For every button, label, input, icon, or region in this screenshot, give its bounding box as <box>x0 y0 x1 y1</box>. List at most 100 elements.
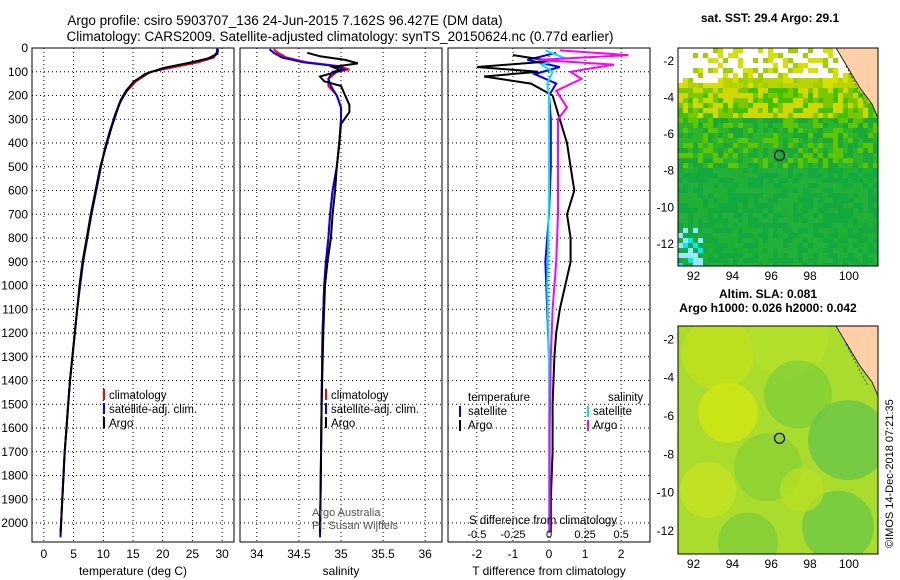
x-axis-label: temperature (deg C) <box>79 564 187 578</box>
y-tick-label: 1600 <box>1 421 28 435</box>
profile-panel-2: 34 34.5 35 35.5 36 salinity climatology satelli… <box>239 47 443 578</box>
series-line-3 <box>539 49 567 533</box>
map-frame <box>677 325 879 555</box>
profile-panel-1: 0100200300400500600700800900100011001200… <box>1 41 235 578</box>
x-tick-label: 10 <box>97 547 111 561</box>
y-tick-label: 800 <box>8 231 28 245</box>
y-tick-label: 100 <box>8 65 28 79</box>
land-mass <box>835 326 878 397</box>
map-title: sat. SST: 29.4 Argo: 29.1 <box>701 11 840 25</box>
y-tick-label: 900 <box>8 255 28 269</box>
legend-label: Argo <box>331 418 355 430</box>
x-tick-label: -1 <box>508 547 519 561</box>
series-line-1 <box>273 48 350 538</box>
map-lon-label: 92 <box>687 269 701 283</box>
legend-title-salinity: salinity <box>608 392 643 404</box>
map-lat-label: -10 <box>657 486 675 500</box>
x-tick-label: -2 <box>472 547 483 561</box>
map-title-line: Argo h1000: 0.026 h2000: 0.042 <box>679 301 857 315</box>
series-line-2 <box>268 48 346 538</box>
sla-map: 92 94 96 98 100 -2 -4 -6 -8 -10 -12 Altim. SLA: 0.0… <box>657 287 879 571</box>
pi-annotation: PI: Susan Wijffels <box>312 520 398 532</box>
map-lat-label: -12 <box>657 524 675 538</box>
x-tick-label: 0 <box>41 547 48 561</box>
legend-label: Argo <box>593 420 617 432</box>
pi-annotation: Argo Australia <box>312 507 381 519</box>
y-tick-label: 400 <box>8 136 28 150</box>
sst-map: 92 94 96 98 100 -2 -4 -6 -8 -10 -12 sat. SST: 29.4 … <box>657 11 879 283</box>
map-lon-label: 100 <box>839 269 859 283</box>
y-tick-label: 300 <box>8 112 28 126</box>
legend-label: climatology <box>331 390 389 402</box>
x-tick-label: 20 <box>156 547 170 561</box>
x-tick-label: 35 <box>334 547 348 561</box>
x-axis-label: T difference from climatology <box>472 564 626 578</box>
map-lat-label: -10 <box>657 200 675 214</box>
y-tick-label: 1400 <box>1 374 28 388</box>
x-tick-label: 0 <box>546 547 553 561</box>
x-tick-label: 34 <box>250 547 264 561</box>
map-title-line: Altim. SLA: 0.081 <box>719 287 817 301</box>
map-lon-label: 96 <box>765 557 779 571</box>
x-tick-label: 35.5 <box>371 547 395 561</box>
series-line-3 <box>59 49 219 533</box>
y-tick-label: 200 <box>8 89 28 103</box>
y-tick-label: 700 <box>8 207 28 221</box>
x-tick-label: 2 <box>618 547 625 561</box>
y-tick-label: 2000 <box>1 516 28 530</box>
s-difference-label: S difference from climatology <box>469 515 617 527</box>
y-tick-label: 1300 <box>1 350 28 364</box>
legend-title-temperature: temperature <box>468 392 530 404</box>
y-tick-label: 0 <box>21 41 28 55</box>
map-lat-label: -2 <box>663 332 674 346</box>
s-tick-label: -0.5 <box>467 529 486 541</box>
axes-frame <box>447 47 651 543</box>
axes-frame <box>239 47 443 543</box>
map-lat-label: -6 <box>663 409 674 423</box>
s-tick-label: 0 <box>546 529 552 541</box>
map-lat-label: -4 <box>663 371 674 385</box>
legend-label: Argo <box>468 420 492 432</box>
x-tick-label: 30 <box>215 547 229 561</box>
x-tick-label: 36 <box>418 547 432 561</box>
s-tick-label: 0.5 <box>613 529 628 541</box>
figure-title-line1: Argo profile: csiro 5903707_136 24-Jun-2… <box>67 13 502 28</box>
land-mass <box>835 48 878 119</box>
legend-label: climatology <box>109 390 167 402</box>
map-lon-label: 94 <box>726 269 740 283</box>
axes-frame <box>31 47 235 543</box>
x-tick-label: 34.5 <box>287 547 311 561</box>
y-tick-label: 1000 <box>1 279 28 293</box>
x-tick-label: 5 <box>70 547 77 561</box>
legend-label: satellite <box>593 406 632 418</box>
map-lat-label: -2 <box>663 54 674 68</box>
map-lat-label: -6 <box>663 127 674 141</box>
map-lon-label: 98 <box>803 269 817 283</box>
s-tick-label: 0.25 <box>574 529 595 541</box>
x-tick-label: 25 <box>186 547 200 561</box>
profile-panel-3: -2 -1 0 1 2 T difference from climatology temp… <box>447 47 651 578</box>
map-lon-label: 98 <box>803 557 817 571</box>
float-position-marker <box>773 432 786 444</box>
imos-credit: ©IMOS 14-Dec-2018 07:21:35 <box>884 399 896 548</box>
map-lon-label: 92 <box>687 557 701 571</box>
y-tick-label: 1700 <box>1 445 28 459</box>
y-tick-label: 500 <box>8 160 28 174</box>
y-tick-label: 1200 <box>1 326 28 340</box>
map-lat-label: -4 <box>663 90 674 104</box>
legend-label: satellite-adj. clim. <box>109 404 197 416</box>
s-tick-label: -0.25 <box>500 529 525 541</box>
map-lon-label: 100 <box>839 557 859 571</box>
series-line-4 <box>538 49 629 533</box>
map-lon-label: 94 <box>726 557 740 571</box>
map-lat-label: -8 <box>663 164 674 178</box>
y-tick-label: 1100 <box>2 302 28 316</box>
series-line-1 <box>527 51 561 533</box>
map-lon-label: 96 <box>765 269 779 283</box>
y-tick-label: 1900 <box>1 492 28 506</box>
y-tick-label: 1500 <box>1 397 28 411</box>
series-line-3 <box>307 51 359 533</box>
y-tick-label: 600 <box>8 184 28 198</box>
legend-label: satellite <box>468 406 507 418</box>
